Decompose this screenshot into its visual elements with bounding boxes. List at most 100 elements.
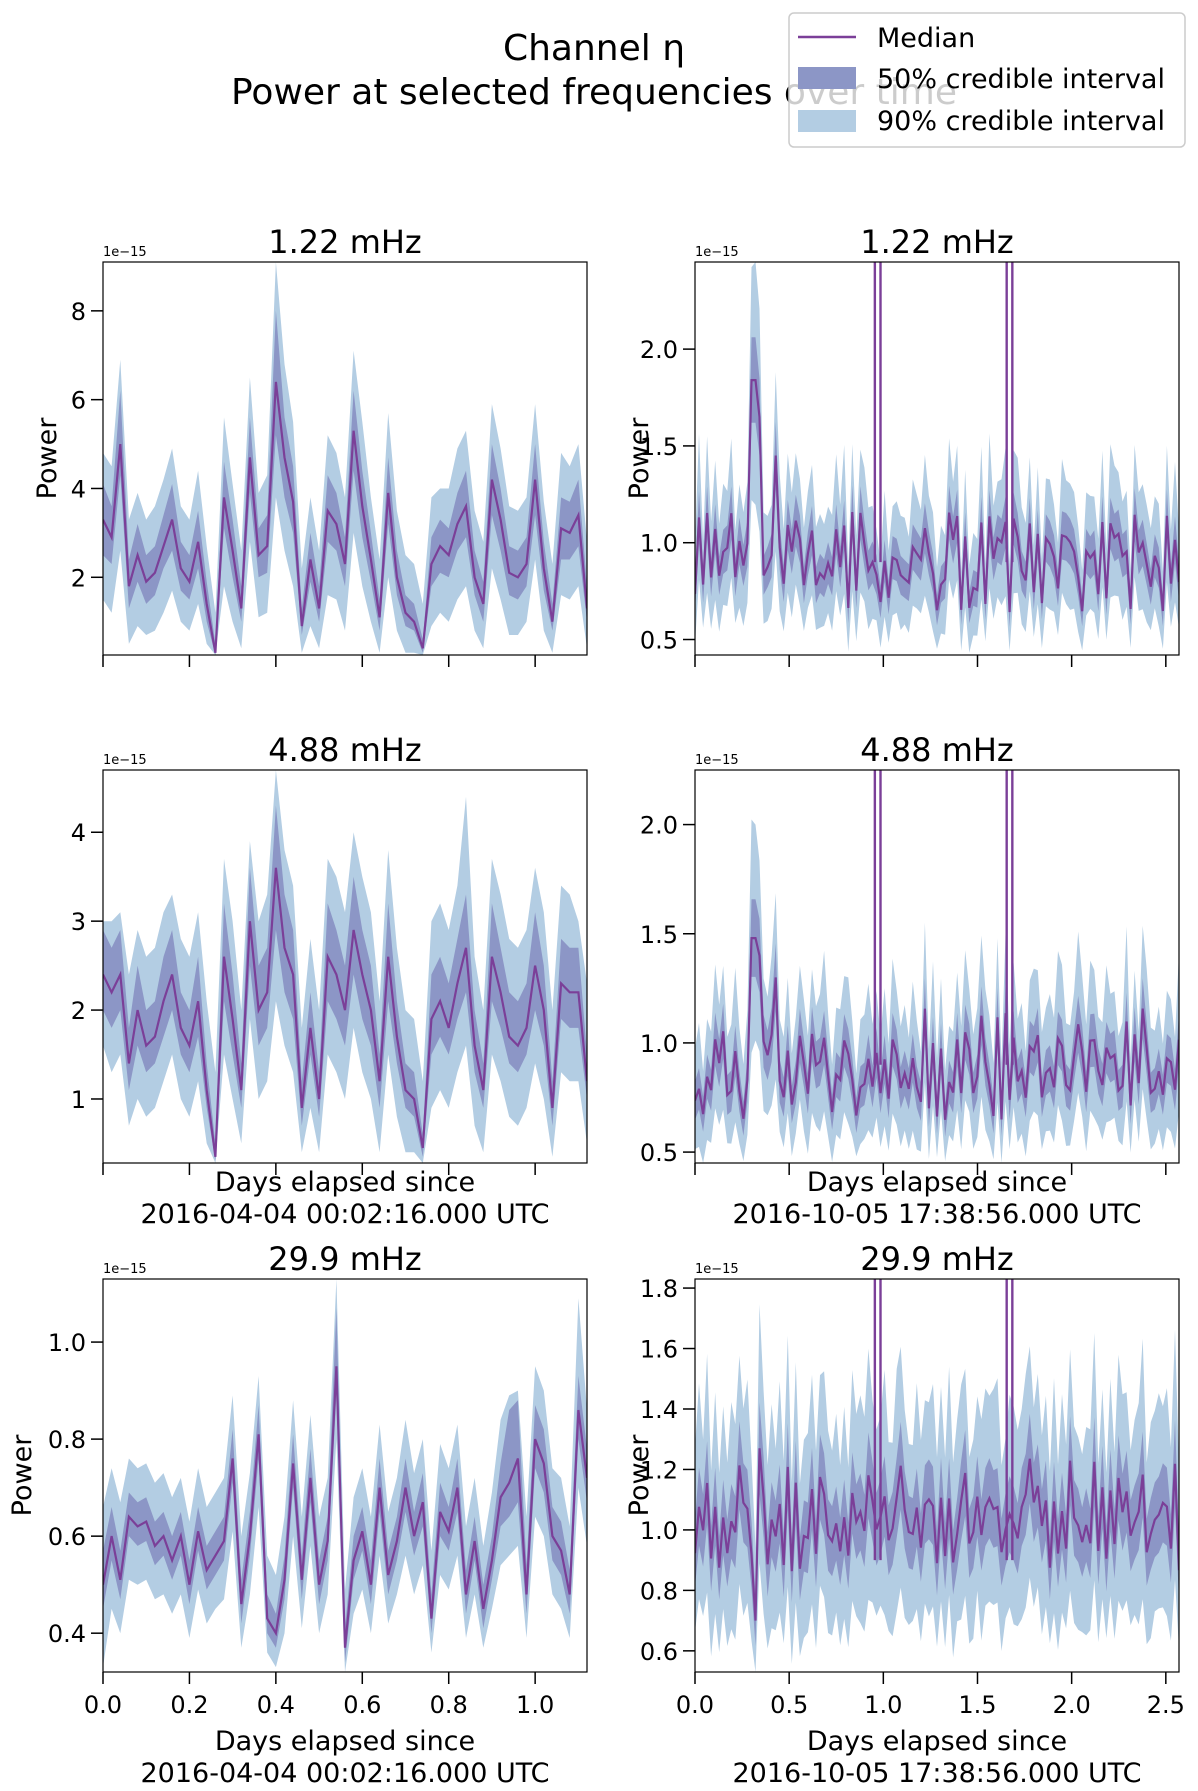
legend: Median 50% credible interval 90% credibl… (788, 12, 1186, 148)
x-axis-label: Days elapsed since (807, 1726, 1067, 1757)
ci50-band (103, 310, 587, 655)
panel-title: 4.88 mHz (860, 731, 1013, 769)
legend-ci50-label: 50% credible interval (877, 64, 1165, 95)
panel-1-22mhz-left: 2 4 6 8 1.22 mHz 1e−15 Power (32, 223, 588, 667)
ci50-band (103, 1308, 587, 1663)
median-line (103, 381, 587, 653)
ci90-band (695, 1304, 1179, 1672)
panel-title: 4.88 mHz (268, 731, 421, 769)
axes-frame (102, 261, 588, 656)
legend-ci90-label: 90% credible interval (877, 106, 1165, 137)
y-tick-label: 2 (71, 997, 86, 1025)
x-axis-label: 2016-04-04 00:02:16.000 UTC (141, 1758, 550, 1789)
ci90-band (103, 262, 587, 655)
legend-ci90-swatch (798, 110, 856, 132)
y-tick-label: 1.0 (640, 1030, 678, 1058)
median-line (695, 379, 1179, 613)
plot-area (103, 1279, 587, 1672)
median-line (103, 1366, 587, 1648)
y-tick-label: 8 (71, 298, 86, 326)
y-tick-label: 1 (71, 1086, 86, 1114)
x-tick-label: 0.6 (343, 1691, 381, 1719)
y-tick-label: 0.6 (48, 1523, 86, 1551)
median-line (695, 937, 1179, 1120)
x-axis-label: Days elapsed since (807, 1167, 1067, 1198)
axes-frame (694, 769, 1180, 1164)
y-tick-label: 2 (71, 564, 86, 592)
y-tick-label: 1.5 (640, 921, 678, 949)
x-tick-label: 0.0 (84, 1691, 122, 1719)
panel-4-88mhz-right: 0.5 1.0 1.5 2.0 4.88 mHz 1e−15 Days elapsed si… (640, 731, 1180, 1230)
plot-area (103, 770, 587, 1163)
offset-text: 1e−15 (695, 1262, 739, 1277)
axes-frame (694, 1278, 1180, 1673)
offset-text: 1e−15 (103, 245, 147, 260)
x-tick-label: 0.2 (170, 1691, 208, 1719)
ci90-band (695, 262, 1179, 653)
x-tick-label: 2.0 (1053, 1691, 1091, 1719)
y-tick-label: 1.6 (640, 1336, 678, 1364)
x-tick-label: 2.5 (1147, 1691, 1185, 1719)
x-tick-label: 1.0 (516, 1691, 554, 1719)
y-tick-label: 0.5 (640, 1139, 678, 1167)
y-tick-label: 2.0 (640, 812, 678, 840)
y-axis-label: Power (32, 417, 63, 500)
y-tick-label: 1.4 (640, 1396, 678, 1424)
axes-frame (694, 261, 1180, 656)
x-axis-label: 2016-10-05 17:38:56.000 UTC (733, 1199, 1142, 1230)
y-axis-label: Power (7, 1434, 38, 1517)
y-tick-label: 1.5 (640, 433, 678, 461)
figure-title-line1: Channel η (503, 28, 685, 69)
y-tick-label: 0.8 (48, 1426, 86, 1454)
x-axis-label: Days elapsed since (215, 1726, 475, 1757)
axes-frame (102, 769, 588, 1164)
panel-4-88mhz-left: 1 2 3 4 4.88 mHz 1e−15 Days elapsed since2016-… (71, 731, 588, 1230)
x-tick-label: 1.5 (958, 1691, 996, 1719)
offset-text: 1e−15 (103, 1262, 147, 1277)
y-axis-label: Power (624, 417, 655, 500)
panel-title: 29.9 mHz (268, 1240, 421, 1278)
legend-median-label: Median (877, 23, 975, 54)
panel-1-22mhz-right: 0.5 1.0 1.5 2.0 1.22 mHz 1e−15 Power (624, 223, 1180, 667)
y-tick-label: 1.0 (640, 530, 678, 558)
x-axis-label: Days elapsed since (215, 1167, 475, 1198)
x-tick-label: 0.4 (257, 1691, 295, 1719)
y-tick-label: 0.8 (640, 1577, 678, 1605)
x-axis-label: 2016-04-04 00:02:16.000 UTC (141, 1199, 550, 1230)
ci50-band (103, 805, 587, 1162)
panel-title: 1.22 mHz (268, 223, 421, 261)
y-tick-label: 3 (71, 908, 86, 936)
y-tick-label: 1.0 (640, 1517, 678, 1545)
x-tick-label: 0.0 (676, 1691, 714, 1719)
x-axis-label: 2016-10-05 17:38:56.000 UTC (733, 1758, 1142, 1789)
y-tick-label: 2.0 (640, 336, 678, 364)
legend-frame (788, 12, 1186, 148)
y-tick-label: 4 (71, 819, 86, 847)
y-tick-label: 6 (71, 387, 86, 415)
panel-29-9mhz-left: 0.4 0.6 0.8 1.0 0.0 0.2 0.4 0.6 0.8 1.0 29.9 mHz 1e… (7, 1240, 588, 1789)
y-tick-label: 0.5 (640, 627, 678, 655)
y-tick-label: 0.6 (640, 1638, 678, 1666)
offset-text: 1e−15 (695, 753, 739, 768)
ci50-band (695, 1402, 1179, 1646)
offset-text: 1e−15 (695, 245, 739, 260)
y-tick-label: 0.4 (48, 1620, 86, 1648)
y-tick-label: 4 (71, 475, 86, 503)
offset-text: 1e−15 (103, 753, 147, 768)
y-tick-label: 1.2 (640, 1456, 678, 1484)
legend-ci50-swatch (798, 67, 856, 89)
panel-title: 29.9 mHz (860, 1240, 1013, 1278)
x-tick-label: 0.8 (430, 1691, 468, 1719)
y-axis-label: Power (624, 1434, 655, 1517)
plot-area (695, 1279, 1179, 1672)
median-line (695, 1448, 1179, 1621)
x-tick-label: 1.0 (864, 1691, 902, 1719)
median-line (103, 867, 587, 1157)
axes-frame (102, 1278, 588, 1673)
panel-title: 1.22 mHz (860, 223, 1013, 261)
y-tick-label: 1.0 (48, 1329, 86, 1357)
panel-29-9mhz-right: 0.6 0.8 1.0 1.2 1.4 1.6 1.8 0.0 0.5 1.0 1.5 2.0 2.5 2… (624, 1240, 1185, 1789)
ci50-band (695, 899, 1179, 1137)
plot-area (103, 262, 587, 655)
